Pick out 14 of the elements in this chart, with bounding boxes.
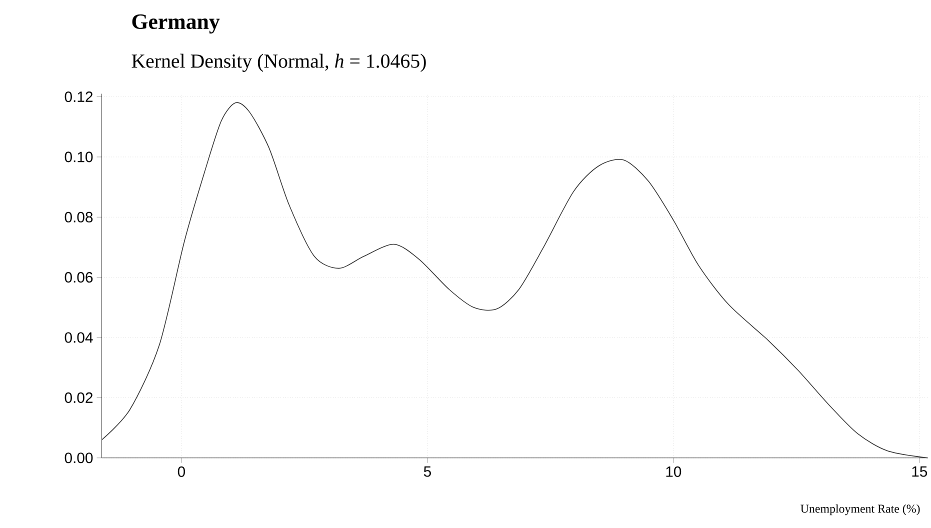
y-tick-label: 0.06	[64, 272, 93, 283]
y-tick-label: 0.00	[64, 452, 93, 464]
x-axis-title: Unemployment Rate (%)	[800, 504, 920, 516]
chart-subtitle: Kernel Density (Normal, h = 1.0465)	[132, 54, 426, 72]
chart-title: Germany	[132, 14, 220, 34]
x-tick-label: 10	[666, 466, 682, 478]
y-tick-label: 0.02	[64, 392, 93, 404]
x-tick-label: 15	[912, 466, 928, 477]
y-tick-label: 0.08	[64, 212, 93, 223]
x-tick-label: 0	[178, 466, 186, 478]
x-tick-label: 5	[424, 466, 431, 477]
y-tick-label: 0.10	[64, 152, 93, 162]
y-tick-label: 0.04	[64, 332, 93, 343]
y-tick-label: 0.12	[64, 92, 93, 102]
